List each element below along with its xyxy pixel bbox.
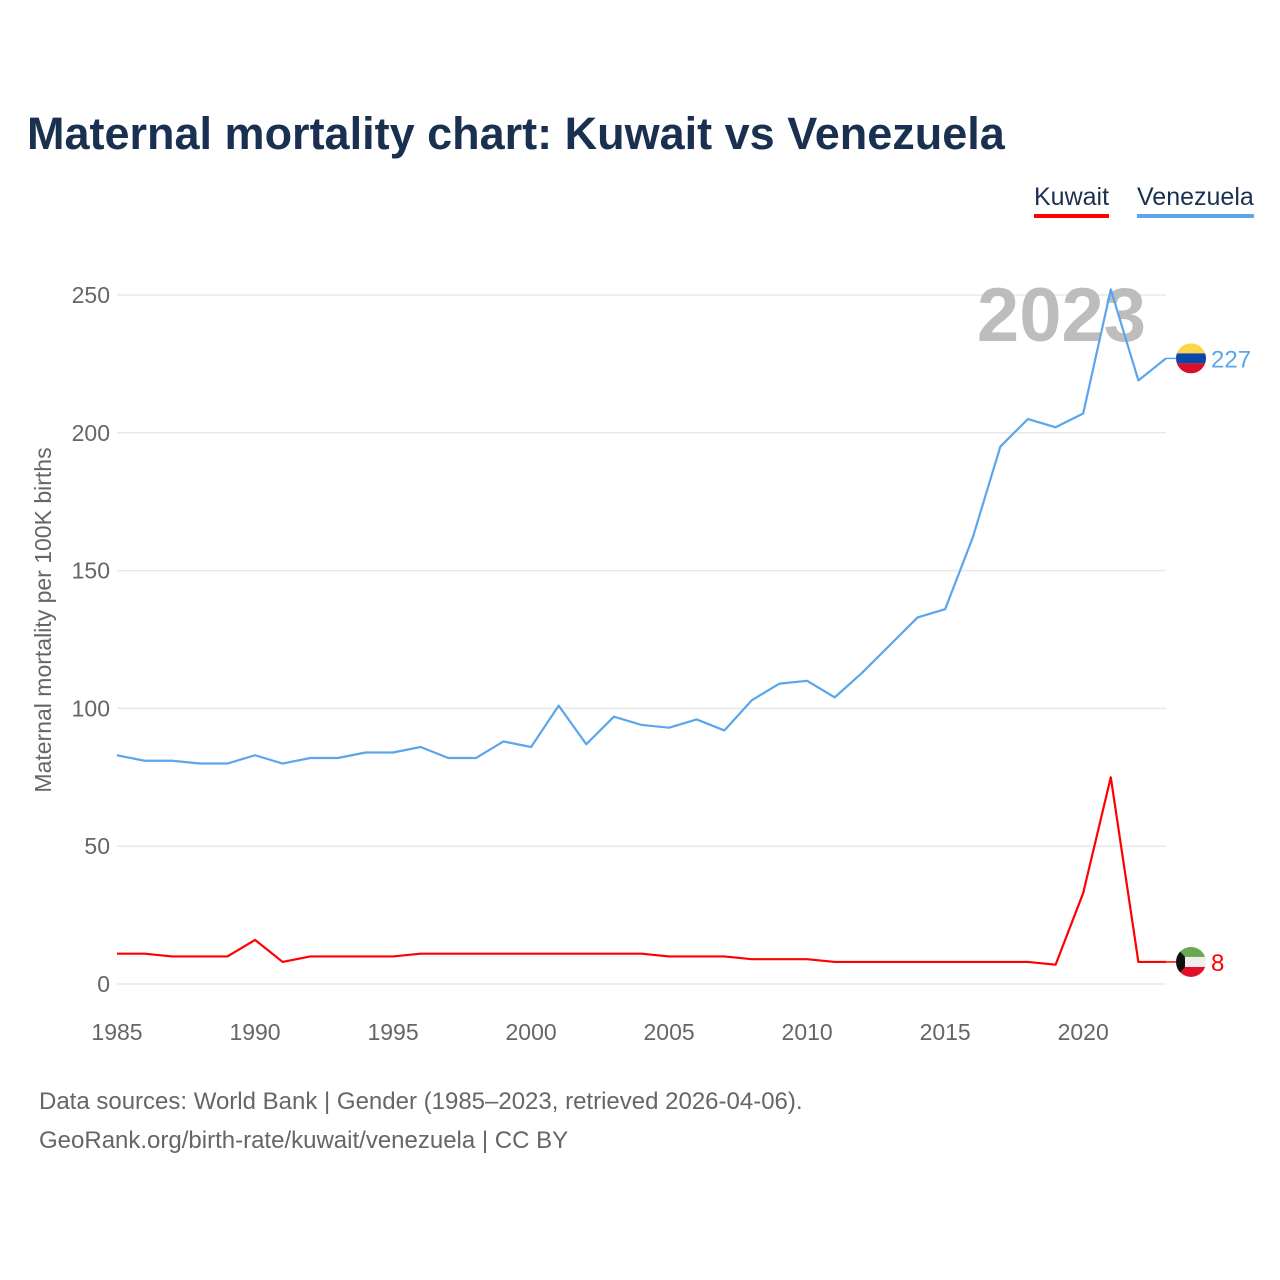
series-line-kuwait: [117, 776, 1166, 966]
y-tick-label: 150: [72, 558, 110, 584]
y-axis-label: Maternal mortality per 100K births: [30, 447, 56, 792]
x-tick-label: 2010: [782, 1019, 833, 1045]
end-value-label-kuwait: 8: [1211, 950, 1224, 977]
x-tick-label: 2015: [920, 1019, 971, 1045]
source-text: Data sources: World Bank | Gender (1985–…: [39, 1088, 803, 1115]
x-tick-label: 2000: [505, 1019, 556, 1045]
x-tick-label: 1995: [367, 1019, 418, 1045]
series-line-venezuela: [116, 288, 1167, 765]
x-tick-label: 2005: [644, 1019, 695, 1045]
source-url[interactable]: GeoRank.org/birth-rate/kuwait/venezuela …: [39, 1127, 569, 1154]
legend-venezuela[interactable]: Venezuela: [1137, 183, 1254, 218]
y-tick-label: 100: [72, 695, 110, 721]
x-tick-label: 2020: [1058, 1019, 1109, 1045]
flag-venezuela-icon: [1176, 343, 1206, 374]
y-tick-label: 200: [72, 420, 110, 446]
y-tick-label: 0: [97, 971, 110, 997]
flag-kuwait-icon: [1176, 946, 1206, 977]
y-tick-label: 250: [72, 282, 110, 308]
y-tick-label: 50: [84, 833, 110, 859]
legend-kuwait[interactable]: Kuwait: [1034, 183, 1110, 218]
x-tick-label: 1990: [229, 1019, 280, 1045]
year-watermark: 2023: [977, 273, 1146, 358]
end-value-label-venezuela: 227: [1211, 346, 1251, 373]
x-tick-label: 1985: [91, 1019, 142, 1045]
chart-title: Maternal mortality chart: Kuwait vs Vene…: [27, 108, 1005, 159]
